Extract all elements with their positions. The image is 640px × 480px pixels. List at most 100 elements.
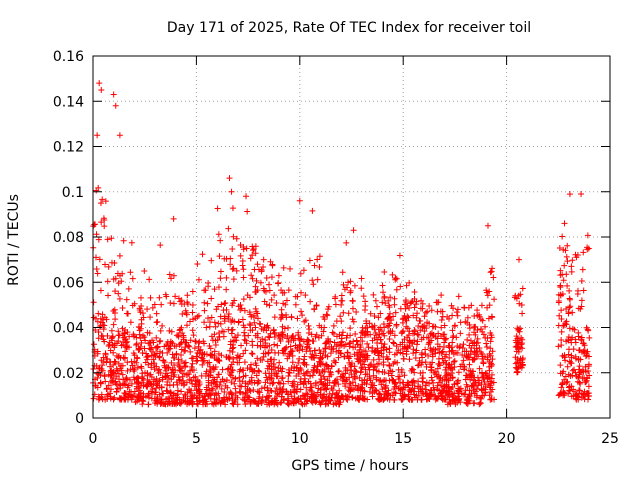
data-point (174, 391, 181, 398)
data-point (277, 338, 284, 345)
data-point (515, 348, 522, 355)
data-point (335, 354, 342, 361)
data-point (410, 346, 417, 353)
data-point (129, 393, 136, 400)
data-point (562, 247, 569, 254)
data-point (229, 266, 236, 273)
data-point (239, 257, 246, 264)
data-point (258, 400, 265, 407)
data-point (211, 286, 218, 293)
data-point (117, 395, 124, 402)
data-point (350, 318, 357, 325)
data-point (347, 278, 354, 285)
data-point (257, 279, 264, 286)
data-point (115, 354, 122, 361)
data-point (95, 335, 102, 342)
data-point (438, 316, 445, 323)
data-point (484, 354, 491, 361)
data-point (314, 276, 321, 283)
data-point (104, 385, 111, 392)
data-point (298, 308, 305, 315)
data-point (189, 309, 196, 316)
data-point (138, 373, 145, 380)
data-point (134, 364, 141, 371)
data-point (221, 315, 228, 322)
data-point (578, 277, 585, 284)
data-point (559, 290, 566, 297)
data-point (332, 377, 339, 384)
data-point (318, 355, 325, 362)
data-point (567, 303, 574, 310)
data-point (574, 393, 581, 400)
data-point (267, 387, 274, 394)
data-point (419, 359, 426, 366)
data-point (289, 333, 296, 340)
data-point (184, 371, 191, 378)
data-point (129, 362, 136, 369)
data-point (323, 340, 330, 347)
data-point (273, 299, 280, 306)
data-point (555, 297, 562, 304)
data-point (585, 245, 592, 252)
data-point (256, 320, 263, 327)
data-point (262, 350, 269, 357)
data-point (266, 302, 273, 309)
data-point (236, 388, 243, 395)
data-point (215, 390, 222, 397)
data-point (196, 350, 203, 357)
data-point (414, 310, 421, 317)
data-point (171, 371, 178, 378)
data-point (397, 283, 404, 290)
data-point (144, 356, 151, 363)
data-point (268, 346, 275, 353)
data-point (167, 300, 174, 307)
data-point (390, 339, 397, 346)
data-point (200, 338, 207, 345)
data-point (464, 383, 471, 390)
data-point (250, 314, 257, 321)
data-point (150, 339, 157, 346)
data-point (474, 326, 481, 333)
data-point (230, 265, 237, 272)
data-point (227, 255, 234, 262)
data-point (451, 397, 458, 404)
data-point (453, 334, 460, 341)
data-point (386, 310, 393, 317)
data-point (279, 329, 286, 336)
data-point (450, 392, 457, 399)
data-point (466, 387, 473, 394)
data-point (279, 365, 286, 372)
data-point (262, 379, 269, 386)
data-point (313, 331, 320, 338)
data-point (585, 383, 592, 390)
data-point (115, 360, 122, 367)
data-point (260, 263, 267, 270)
data-point (231, 334, 238, 341)
data-point (390, 313, 397, 320)
data-point (441, 373, 448, 380)
data-point (379, 282, 386, 289)
data-point (226, 347, 233, 354)
data-point (559, 271, 566, 278)
data-point (441, 339, 448, 346)
data-point (410, 312, 417, 319)
data-point (298, 400, 305, 407)
data-point (566, 325, 573, 332)
data-point (179, 310, 186, 317)
data-point (155, 378, 162, 385)
data-point (284, 333, 291, 340)
data-point (119, 382, 126, 389)
data-point (353, 308, 360, 315)
data-point (233, 337, 240, 344)
data-point (131, 300, 138, 307)
data-point (406, 356, 413, 363)
data-point (164, 349, 171, 356)
data-point (319, 393, 326, 400)
data-point (216, 358, 223, 365)
data-point (327, 350, 334, 357)
data-point (412, 354, 419, 361)
data-point (164, 372, 171, 379)
data-point (299, 392, 306, 399)
data-point (430, 379, 437, 386)
data-point (313, 393, 320, 400)
